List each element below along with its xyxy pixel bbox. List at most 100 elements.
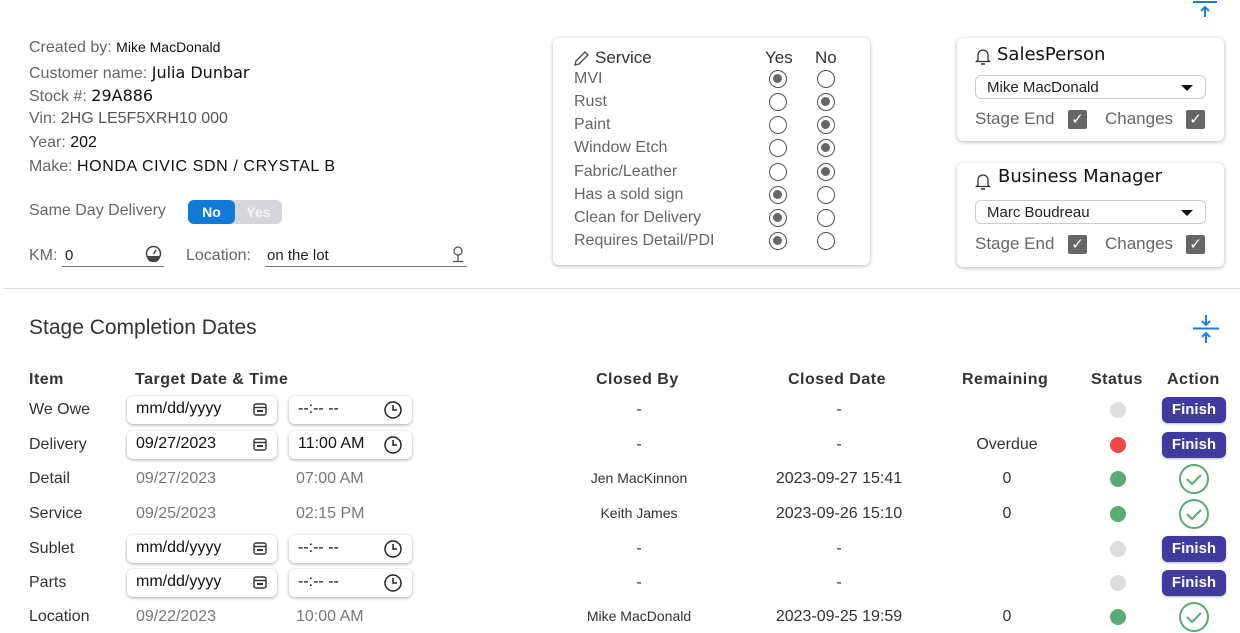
stage-end-checkbox[interactable]: ✓ bbox=[1068, 110, 1087, 129]
service-no-radio[interactable] bbox=[817, 186, 835, 204]
created-by: Created by: Mike MacDonald bbox=[29, 39, 221, 56]
location-label: Location: bbox=[186, 247, 251, 264]
closed-date: 2023-09-27 15:41 bbox=[775, 470, 903, 487]
target-time-input[interactable]: --:-- -- bbox=[289, 535, 412, 563]
remaining: 0 bbox=[1002, 608, 1012, 625]
collapse-icon[interactable] bbox=[1192, 314, 1220, 344]
clock-icon[interactable] bbox=[383, 435, 403, 455]
stock-number: Stock #: 29A886 bbox=[29, 86, 154, 105]
collapse-section-icon[interactable] bbox=[1192, 0, 1218, 20]
service-item-label: Paint bbox=[574, 116, 611, 133]
calendar-icon[interactable] bbox=[252, 436, 268, 452]
stage-item: Service bbox=[29, 505, 83, 522]
pencil-icon bbox=[574, 51, 589, 66]
closed-by: - bbox=[636, 401, 642, 418]
service-yes-radio[interactable] bbox=[769, 70, 787, 88]
map-pin-icon bbox=[453, 246, 463, 263]
service-yes-radio[interactable] bbox=[769, 209, 787, 227]
service-item-label: MVI bbox=[574, 70, 603, 87]
service-yes-radio[interactable] bbox=[769, 139, 787, 157]
target-date-input[interactable]: 09/27/2023 bbox=[127, 431, 277, 459]
service-no-radio[interactable] bbox=[817, 93, 835, 111]
stage-end-label: Stage End bbox=[975, 109, 1055, 128]
changes-label: Changes bbox=[1105, 109, 1174, 128]
target-date: 09/22/2023 bbox=[136, 608, 217, 625]
stage-item: We Owe bbox=[29, 401, 91, 418]
service-yes-radio[interactable] bbox=[769, 232, 787, 250]
dropdown-caret-icon bbox=[1181, 85, 1193, 91]
service-no-radio[interactable] bbox=[817, 116, 835, 134]
changes-checkbox[interactable]: ✓ bbox=[1186, 235, 1205, 254]
stage-end-checkbox[interactable]: ✓ bbox=[1068, 235, 1087, 254]
stage-end-label: Stage End bbox=[975, 234, 1055, 253]
target-date: 09/25/2023 bbox=[136, 505, 217, 522]
closed-date: - bbox=[836, 540, 842, 557]
service-yes-radio[interactable] bbox=[769, 93, 787, 111]
calendar-icon[interactable] bbox=[252, 401, 268, 417]
service-item-label: Rust bbox=[574, 93, 607, 110]
business-manager-title: Business Manager bbox=[998, 166, 1162, 187]
closed-date: - bbox=[836, 574, 842, 591]
stage-completion-title: Stage Completion Dates bbox=[29, 316, 257, 339]
salesperson-select[interactable]: Mike MacDonald bbox=[975, 75, 1206, 99]
service-no-radio[interactable] bbox=[817, 232, 835, 250]
service-no-radio[interactable] bbox=[817, 209, 835, 227]
clock-icon[interactable] bbox=[383, 539, 403, 559]
toggle-no[interactable]: No bbox=[188, 200, 235, 224]
yes-header: Yes bbox=[765, 48, 793, 67]
bell-icon bbox=[975, 174, 991, 190]
status-dot bbox=[1110, 506, 1126, 522]
completed-check-icon bbox=[1179, 602, 1209, 632]
vin: Vin: 2HG LE5F5XRH10 000 bbox=[29, 110, 228, 127]
target-time-input[interactable]: 11:00 AM bbox=[289, 431, 412, 459]
finish-button[interactable]: Finish bbox=[1162, 570, 1226, 596]
changes-label: Changes bbox=[1105, 234, 1174, 253]
service-yes-radio[interactable] bbox=[769, 116, 787, 134]
header-remaining: Remaining bbox=[962, 371, 1049, 388]
salesperson-card bbox=[957, 38, 1224, 141]
closed-by: Keith James bbox=[600, 505, 678, 521]
target-date: 09/27/2023 bbox=[136, 470, 217, 487]
target-date-input[interactable]: mm/dd/yyyy bbox=[127, 535, 277, 563]
service-no-radio[interactable] bbox=[817, 70, 835, 88]
same-day-delivery-label: Same Day Delivery bbox=[29, 202, 166, 219]
clock-icon[interactable] bbox=[383, 400, 403, 420]
target-time: 10:00 AM bbox=[296, 608, 364, 625]
target-date-input[interactable]: mm/dd/yyyy bbox=[127, 569, 277, 597]
service-item-label: Window Etch bbox=[574, 139, 668, 156]
service-title: Service bbox=[595, 48, 652, 67]
business-manager-select[interactable]: Marc Boudreau bbox=[975, 200, 1206, 224]
finish-button[interactable]: Finish bbox=[1162, 536, 1226, 562]
target-time-input[interactable]: --:-- -- bbox=[289, 569, 412, 597]
finish-button[interactable]: Finish bbox=[1162, 432, 1226, 458]
closed-by: Jen MacKinnon bbox=[590, 470, 688, 486]
remaining: Overdue bbox=[976, 436, 1038, 453]
calendar-icon[interactable] bbox=[252, 540, 268, 556]
no-header: No bbox=[815, 48, 837, 67]
service-yes-radio[interactable] bbox=[769, 163, 787, 181]
km-input[interactable]: 0 bbox=[62, 244, 164, 267]
stage-item: Location bbox=[29, 608, 90, 625]
service-no-radio[interactable] bbox=[817, 163, 835, 181]
changes-checkbox[interactable]: ✓ bbox=[1186, 110, 1205, 129]
service-yes-radio[interactable] bbox=[769, 186, 787, 204]
status-dot bbox=[1110, 437, 1126, 453]
location-input[interactable]: on the lot bbox=[265, 244, 467, 267]
header-target: Target Date & Time bbox=[135, 371, 289, 388]
calendar-icon[interactable] bbox=[252, 574, 268, 590]
business-manager-card bbox=[957, 163, 1224, 267]
divider bbox=[4, 288, 1240, 289]
salesperson-title: SalesPerson bbox=[997, 44, 1106, 65]
header-closed-date: Closed Date bbox=[788, 371, 886, 388]
same-day-delivery-toggle[interactable]: No Yes bbox=[188, 200, 282, 224]
target-time-input[interactable]: --:-- -- bbox=[289, 396, 412, 424]
closed-date: 2023-09-26 15:10 bbox=[775, 505, 903, 522]
toggle-yes[interactable]: Yes bbox=[246, 204, 271, 220]
target-date-input[interactable]: mm/dd/yyyy bbox=[127, 396, 277, 424]
service-no-radio[interactable] bbox=[817, 139, 835, 157]
completed-check-icon bbox=[1179, 464, 1209, 494]
remaining: 0 bbox=[1002, 505, 1012, 522]
finish-button[interactable]: Finish bbox=[1162, 397, 1226, 423]
header-item: Item bbox=[29, 371, 64, 388]
clock-icon[interactable] bbox=[383, 573, 403, 593]
